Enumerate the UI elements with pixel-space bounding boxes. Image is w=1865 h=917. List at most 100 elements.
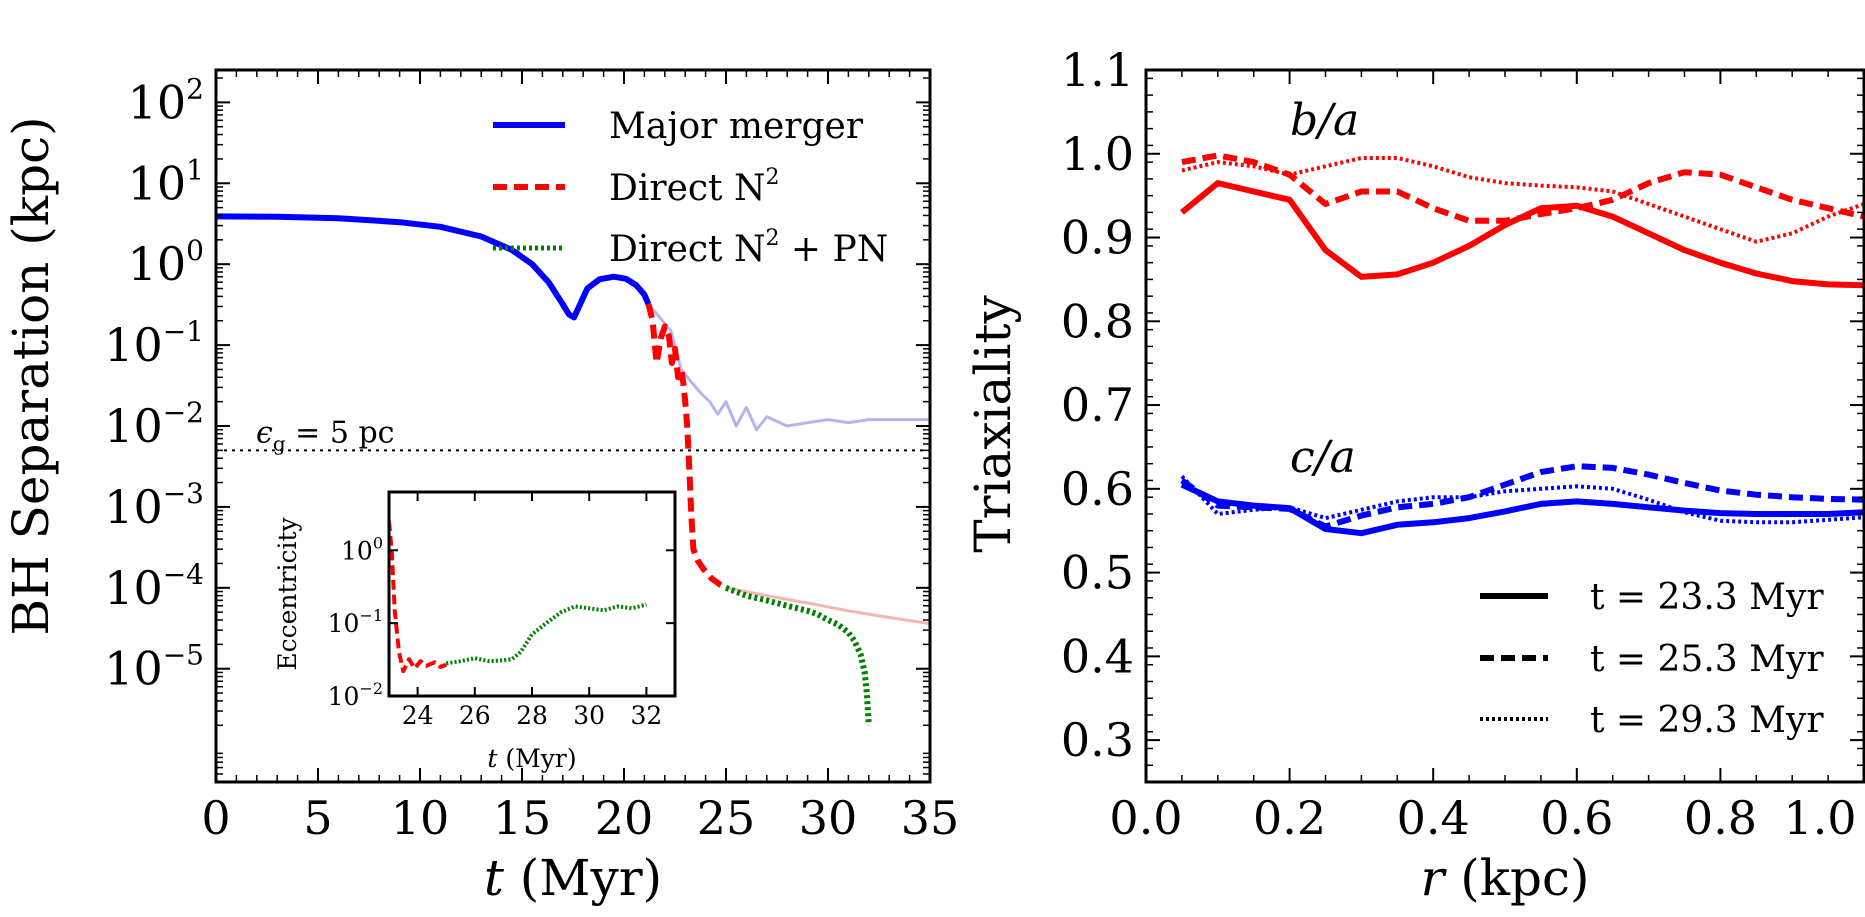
legend-label-t23: t = 23.3 Myr [1590, 577, 1824, 618]
left-y-tick-label: 10−2 [104, 396, 204, 453]
series-line-direct-n2-pn [724, 585, 872, 726]
left-x-axis-label: t (Myr) [484, 849, 662, 907]
left-y-tick-label: 100 [128, 234, 204, 291]
annotation-c-over-a: c/a [1290, 432, 1356, 483]
left-y-tick-exponent: 2 [186, 72, 204, 105]
inset-y-tick-base: 10 [328, 682, 360, 711]
left-y-tick-base: 10 [128, 237, 187, 291]
series-line-b-a-t-29-3 [1181, 156, 1864, 244]
left-y-tick-base: 10 [104, 642, 163, 696]
series-line-major-merger-continued-faded- [647, 303, 930, 432]
right-axes: 0.0 0.2 0.4 0.6 0.8 1.0 0.3 0.4 0.5 0.6 0.7 0.8 0.9 1… [1061, 43, 1865, 845]
inset-y-tick-exponent: −1 [359, 606, 383, 625]
left-x-tick-label: 20 [595, 791, 654, 845]
series-line-c-a-t-23-3 [1180, 481, 1864, 537]
left-y-tick-base: 10 [104, 399, 163, 453]
right-series-group [1180, 152, 1864, 537]
right-x-tick-label: 0.4 [1397, 791, 1470, 845]
series-line-b-a-t-23-3 [1180, 180, 1864, 289]
legend-label-direct-n2-pn-suffix: + PN [779, 229, 888, 270]
right-x-tick-label: 1.0 [1783, 791, 1856, 845]
inset-y-tick-label: 10−2 [328, 679, 383, 711]
inset-x-tick-label: 30 [573, 701, 605, 730]
inset-background [389, 492, 675, 696]
legend-label-direct-n2-pn: Direct N2 + PN [609, 226, 888, 270]
left-y-tick-base: 10 [104, 318, 163, 372]
inset-y-tick-base: 10 [341, 536, 373, 565]
left-y-tick-exponent: −2 [163, 396, 204, 429]
left-x-tick-label: 0 [201, 791, 230, 845]
legend-label-major-merger: Major merger [609, 106, 864, 147]
left-y-tick-label: 10−1 [104, 315, 204, 372]
legend-label-direct-n2-pn-sup: 2 [765, 226, 779, 251]
right-x-tick-label: 0.6 [1540, 791, 1613, 845]
inset-x-axis-label-var: t [487, 744, 498, 773]
inset-series-line-direct-n2 [389, 521, 447, 674]
inset-x-tick-label: 24 [402, 701, 434, 730]
inset-x-tick-label: 28 [516, 701, 548, 730]
legend-label-t29: t = 29.3 Myr [1590, 700, 1824, 741]
left-y-tick-label: 10−4 [104, 558, 204, 615]
series-line-direct-n2-continued-faded- [725, 586, 930, 626]
softening-length-label-symbol: ϵ [256, 415, 273, 450]
inset-y-tick-exponent: −2 [359, 679, 383, 698]
legend-label-direct-n2-text: Direct N [609, 168, 765, 209]
left-y-tick-exponent: 0 [186, 234, 204, 267]
right-x-axis-label-var: r [1420, 849, 1447, 907]
legend-label-direct-n2: Direct N2 [609, 165, 779, 209]
inset-x-tick-label: 26 [459, 701, 491, 730]
inset-series-group [389, 521, 647, 674]
left-y-tick-exponent: −5 [163, 639, 204, 672]
series-line-major-merger [216, 213, 652, 321]
softening-length-label-sub: g [273, 431, 286, 455]
legend-label-direct-n2-sup: 2 [765, 165, 779, 190]
series-line-direct-n2 [645, 303, 728, 591]
series-line-c-a-t-25-3 [1180, 463, 1864, 530]
left-y-axis-label: BH Separation (kpc) [2, 116, 60, 635]
left-axes: 0 5 10 15 20 25 30 3510210110010−110−210−310−41… [104, 68, 959, 845]
inset-y-tick-label: 100 [341, 533, 383, 565]
left-legend: Major merger Direct N2 Direct N2 + PN [493, 106, 888, 270]
right-y-tick-label: 0.3 [1061, 713, 1134, 767]
left-y-tick-label: 102 [128, 72, 204, 129]
right-y-tick-label: 0.8 [1061, 294, 1134, 348]
left-y-tick-exponent: −4 [163, 558, 204, 591]
series-line-b-a-t-25-3 [1181, 152, 1864, 224]
left-series-group [216, 213, 930, 726]
right-x-axis-label-unit: (kpc) [1444, 849, 1589, 907]
right-x-tick-label: 0.8 [1684, 791, 1757, 845]
left-y-tick-label: 101 [128, 153, 204, 210]
inset-x-axis-label: t (Myr) [487, 744, 576, 773]
right-y-tick-label: 0.6 [1061, 462, 1134, 516]
left-y-tick-label: 10−3 [104, 477, 204, 534]
right-x-tick-label: 0.2 [1253, 791, 1326, 845]
left-y-tick-exponent: −3 [163, 477, 204, 510]
left-panel: 0 5 10 15 20 25 30 3510210110010−110−210−310−41… [2, 68, 959, 907]
right-y-tick-label: 0.9 [1061, 211, 1134, 265]
inset-series-line-direct-n2-pn [445, 602, 647, 666]
right-panel: 0.0 0.2 0.4 0.6 0.8 1.0 0.3 0.4 0.5 0.6 0.7 0.8 0.9 1… [964, 43, 1865, 907]
right-y-tick-label: 0.7 [1061, 378, 1134, 432]
left-y-tick-base: 10 [104, 561, 163, 615]
left-x-tick-label: 25 [697, 791, 756, 845]
left-y-tick-base: 10 [104, 480, 163, 534]
series-line-c-a-t-29-3 [1180, 474, 1864, 525]
left-x-tick-label: 5 [303, 791, 332, 845]
right-y-tick-label: 0.5 [1061, 546, 1134, 600]
left-x-tick-label: 30 [799, 791, 858, 845]
right-y-tick-label: 1.1 [1061, 43, 1134, 97]
inset-y-tick-base: 10 [328, 609, 360, 638]
right-x-tick-label: 0.0 [1109, 791, 1182, 845]
left-y-tick-base: 10 [128, 75, 187, 129]
right-y-tick-label: 0.4 [1061, 629, 1134, 683]
annotation-b-over-a: b/a [1290, 95, 1359, 146]
right-y-tick-label: 1.0 [1061, 127, 1134, 181]
left-x-axis-label-unit: (Myr) [504, 849, 662, 907]
left-x-tick-label: 15 [493, 791, 552, 845]
inset-x-axis-label-unit: (Myr) [497, 744, 576, 773]
inset-y-tick-exponent: 0 [373, 533, 383, 552]
right-legend: t = 23.3 Myr t = 25.3 Myr t = 29.3 Myr [1480, 577, 1824, 741]
left-y-tick-base: 10 [128, 156, 187, 210]
